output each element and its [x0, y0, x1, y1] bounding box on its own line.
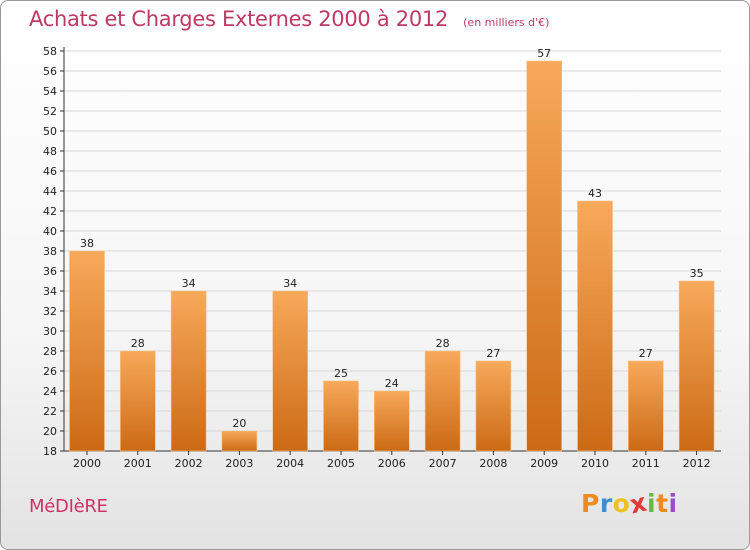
- logo-letter: i: [647, 489, 657, 518]
- logo-letter: r: [599, 489, 613, 518]
- value-label-2007: 28: [436, 337, 450, 350]
- y-tick-label: 22: [43, 405, 57, 418]
- x-tick-label-2004: 2004: [276, 457, 304, 470]
- x-tick-label-2012: 2012: [683, 457, 711, 470]
- x-tick-label-2006: 2006: [378, 457, 406, 470]
- y-tick-labels: 18 20 22 24 26 28 30 32 34 36 38 40 42 44 46 48 50 52 54 56…: [43, 45, 64, 458]
- bar-2009: [526, 60, 563, 452]
- x-tick-label-2010: 2010: [581, 457, 609, 470]
- value-label-2002: 34: [182, 277, 196, 290]
- y-tick-label: 36: [43, 265, 57, 278]
- x-tick-label-2001: 2001: [124, 457, 152, 470]
- bar-2004: [272, 290, 309, 452]
- bar-2008: [475, 360, 512, 452]
- value-label-2011: 27: [639, 347, 653, 360]
- y-tick-label: 44: [43, 185, 57, 198]
- bar-2003: [221, 430, 258, 452]
- x-tick-label-2000: 2000: [73, 457, 101, 470]
- value-label-2009: 57: [537, 47, 551, 60]
- bar-2006: [373, 390, 410, 452]
- value-label-2004: 34: [283, 277, 297, 290]
- y-tick-label: 58: [43, 45, 57, 58]
- x-tick-labels: 2000 2001 2002 2003 2004 2005 2006 2007 2008 2009…: [73, 451, 711, 470]
- y-tick-label: 54: [43, 85, 57, 98]
- y-tick-label: 48: [43, 145, 57, 158]
- bar-2012: [678, 280, 715, 452]
- bar-2005: [323, 380, 359, 452]
- y-tick-label: 24: [43, 385, 57, 398]
- bar-2010: [577, 200, 613, 452]
- y-tick-label: 40: [43, 225, 57, 238]
- value-label-2006: 24: [385, 377, 399, 390]
- value-label-2012: 35: [690, 267, 704, 280]
- y-tick-label: 50: [43, 125, 57, 138]
- logo-letter: i: [668, 489, 678, 518]
- x-tick-label-2002: 2002: [175, 457, 203, 470]
- value-label-2008: 27: [486, 347, 500, 360]
- bar-2000: [69, 250, 105, 452]
- y-tick-label: 38: [43, 245, 57, 258]
- logo-letter: P: [581, 489, 600, 518]
- y-tick-label: 56: [43, 65, 57, 78]
- x-tick-label-2005: 2005: [327, 457, 355, 470]
- x-tick-label-2003: 2003: [225, 457, 253, 470]
- y-tick-label: 20: [43, 425, 57, 438]
- title-row: Achats et Charges Externes 2000 à 2012 (…: [29, 7, 549, 31]
- x-tick-label-2008: 2008: [479, 457, 507, 470]
- commune-name: MéDIèRE: [29, 496, 108, 517]
- bar-2002: [170, 290, 207, 452]
- chart-subtitle: (en milliers d'€): [463, 16, 550, 29]
- value-label-2003: 20: [232, 417, 246, 430]
- bar-2001: [120, 350, 156, 452]
- y-tick-label: 28: [43, 345, 57, 358]
- x-tick-label-2007: 2007: [429, 457, 457, 470]
- bar-2011: [627, 360, 664, 452]
- y-tick-label: 52: [43, 105, 57, 118]
- x-tick-label-2011: 2011: [632, 457, 660, 470]
- value-label-2000: 38: [80, 237, 94, 250]
- y-tick-label: 42: [43, 205, 57, 218]
- x-tick-label-2009: 2009: [530, 457, 558, 470]
- value-label-2005: 25: [334, 367, 348, 380]
- y-tick-label: 32: [43, 305, 57, 318]
- value-label-2001: 28: [131, 337, 145, 350]
- y-tick-label: 18: [43, 445, 57, 458]
- bar-2007: [424, 350, 461, 452]
- y-tick-label: 46: [43, 165, 57, 178]
- y-tick-label: 26: [43, 365, 57, 378]
- chart-title: Achats et Charges Externes 2000 à 2012: [29, 7, 449, 31]
- y-tick-label: 34: [43, 285, 57, 298]
- axes: [63, 47, 721, 452]
- bars: 38 28 34 20 34 25 24 28 27 57 43 27 35: [69, 47, 715, 452]
- logo-letter: o: [612, 489, 631, 518]
- value-label-2010: 43: [588, 187, 602, 200]
- logo-letter: t: [656, 489, 669, 518]
- proxiti-logo: Proxiti: [581, 488, 678, 520]
- y-tick-label: 30: [43, 325, 57, 338]
